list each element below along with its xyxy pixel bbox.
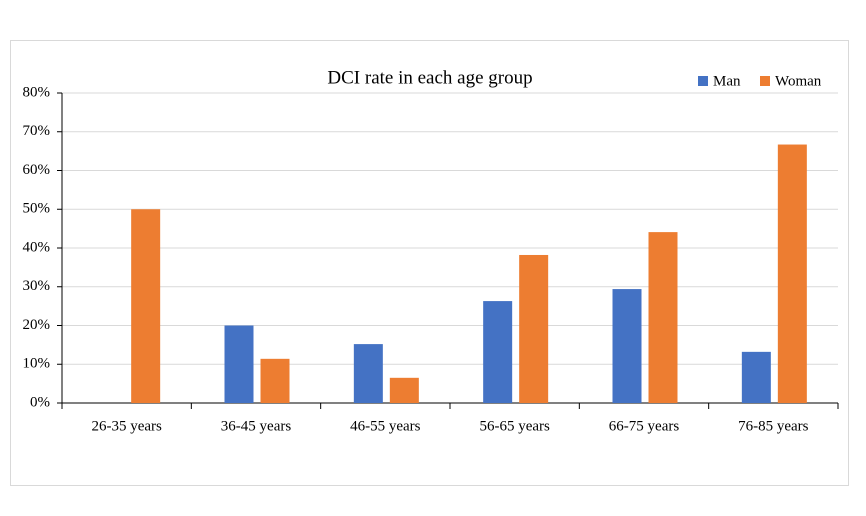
bar	[483, 301, 513, 403]
x-tick-label: 46-55 years	[350, 418, 421, 434]
legend-swatch	[698, 76, 708, 86]
y-tick-label: 10%	[23, 356, 51, 372]
x-tick-label: 76-85 years	[738, 418, 809, 434]
bar	[353, 344, 383, 403]
chart-title: DCI rate in each age group	[327, 67, 532, 88]
y-tick-label: 80%	[23, 84, 51, 100]
bar	[519, 254, 549, 403]
bar	[260, 358, 290, 403]
y-tick-label: 40%	[23, 239, 51, 255]
y-tick-label: 70%	[23, 123, 51, 139]
x-tick-label: 56-65 years	[479, 418, 550, 434]
y-tick-label: 20%	[23, 317, 51, 333]
x-tick-label: 66-75 years	[609, 418, 680, 434]
x-tick-label: 36-45 years	[221, 418, 292, 434]
x-tick-label: 26-35 years	[91, 418, 162, 434]
bar	[224, 325, 254, 403]
bar	[741, 351, 771, 403]
legend-swatch	[760, 76, 770, 86]
bar	[777, 144, 807, 403]
legend-label: Man	[713, 73, 741, 89]
y-tick-label: 50%	[23, 201, 51, 217]
y-tick-label: 0%	[30, 394, 50, 410]
bar	[131, 209, 161, 403]
legend-label: Woman	[775, 73, 822, 89]
y-tick-label: 30%	[23, 278, 51, 294]
y-tick-label: 60%	[23, 162, 51, 178]
bar	[648, 232, 678, 403]
bar	[612, 289, 642, 403]
bar	[389, 377, 419, 403]
